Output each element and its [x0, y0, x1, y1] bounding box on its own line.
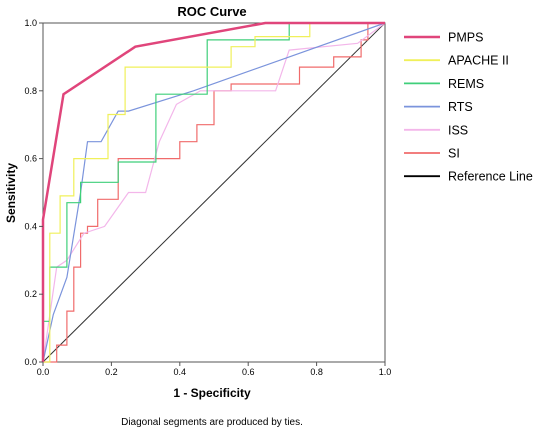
x-tick-label: 0.4 [174, 367, 187, 377]
legend-label-reference-line: Reference Line [448, 170, 533, 184]
footnote: Diagonal segments are produced by ties. [121, 417, 303, 428]
legend-label-iss: ISS [448, 123, 468, 137]
x-tick-label: 1.0 [379, 367, 392, 377]
y-tick-label: 0.6 [24, 154, 37, 164]
legend: PMPS APACHE II REMS RTS ISS SI Reference Line [404, 31, 533, 184]
series-line-apache-ii [43, 22, 385, 363]
x-tick-label: 0.0 [37, 367, 50, 377]
legend-label-rts: RTS [448, 100, 473, 114]
series-line-pmps [41, 21, 385, 362]
series-layer [41, 21, 386, 363]
series-line-rts [42, 22, 386, 363]
chart-title: ROC Curve [177, 4, 246, 19]
y-tick-label: 0.0 [24, 357, 37, 367]
series-line-reference-line [42, 22, 386, 363]
y-tick-label: 0.2 [24, 289, 37, 299]
tick-layer: 0.0 0.2 0.4 0.6 0.8 1.0 0.0 0.2 0.4 0.6 0.8 1.0 [24, 18, 391, 377]
y-tick-label: 0.4 [24, 221, 37, 231]
x-tick-label: 0.2 [105, 367, 118, 377]
series-line-iss [42, 22, 386, 363]
legend-label-apache-ii: APACHE II [448, 54, 509, 68]
series-line-si [43, 22, 385, 363]
y-tick-label: 0.8 [24, 86, 37, 96]
y-tick-label: 1.0 [24, 18, 37, 28]
legend-label-pmps: PMPS [448, 31, 483, 45]
x-tick-label: 0.6 [242, 367, 255, 377]
legend-label-rems: REMS [448, 77, 484, 91]
y-axis-title: Sensitivity [4, 163, 18, 223]
x-tick-label: 0.8 [310, 367, 323, 377]
legend-label-si: SI [448, 147, 460, 161]
x-axis-title: 1 - Specificity [173, 386, 251, 400]
